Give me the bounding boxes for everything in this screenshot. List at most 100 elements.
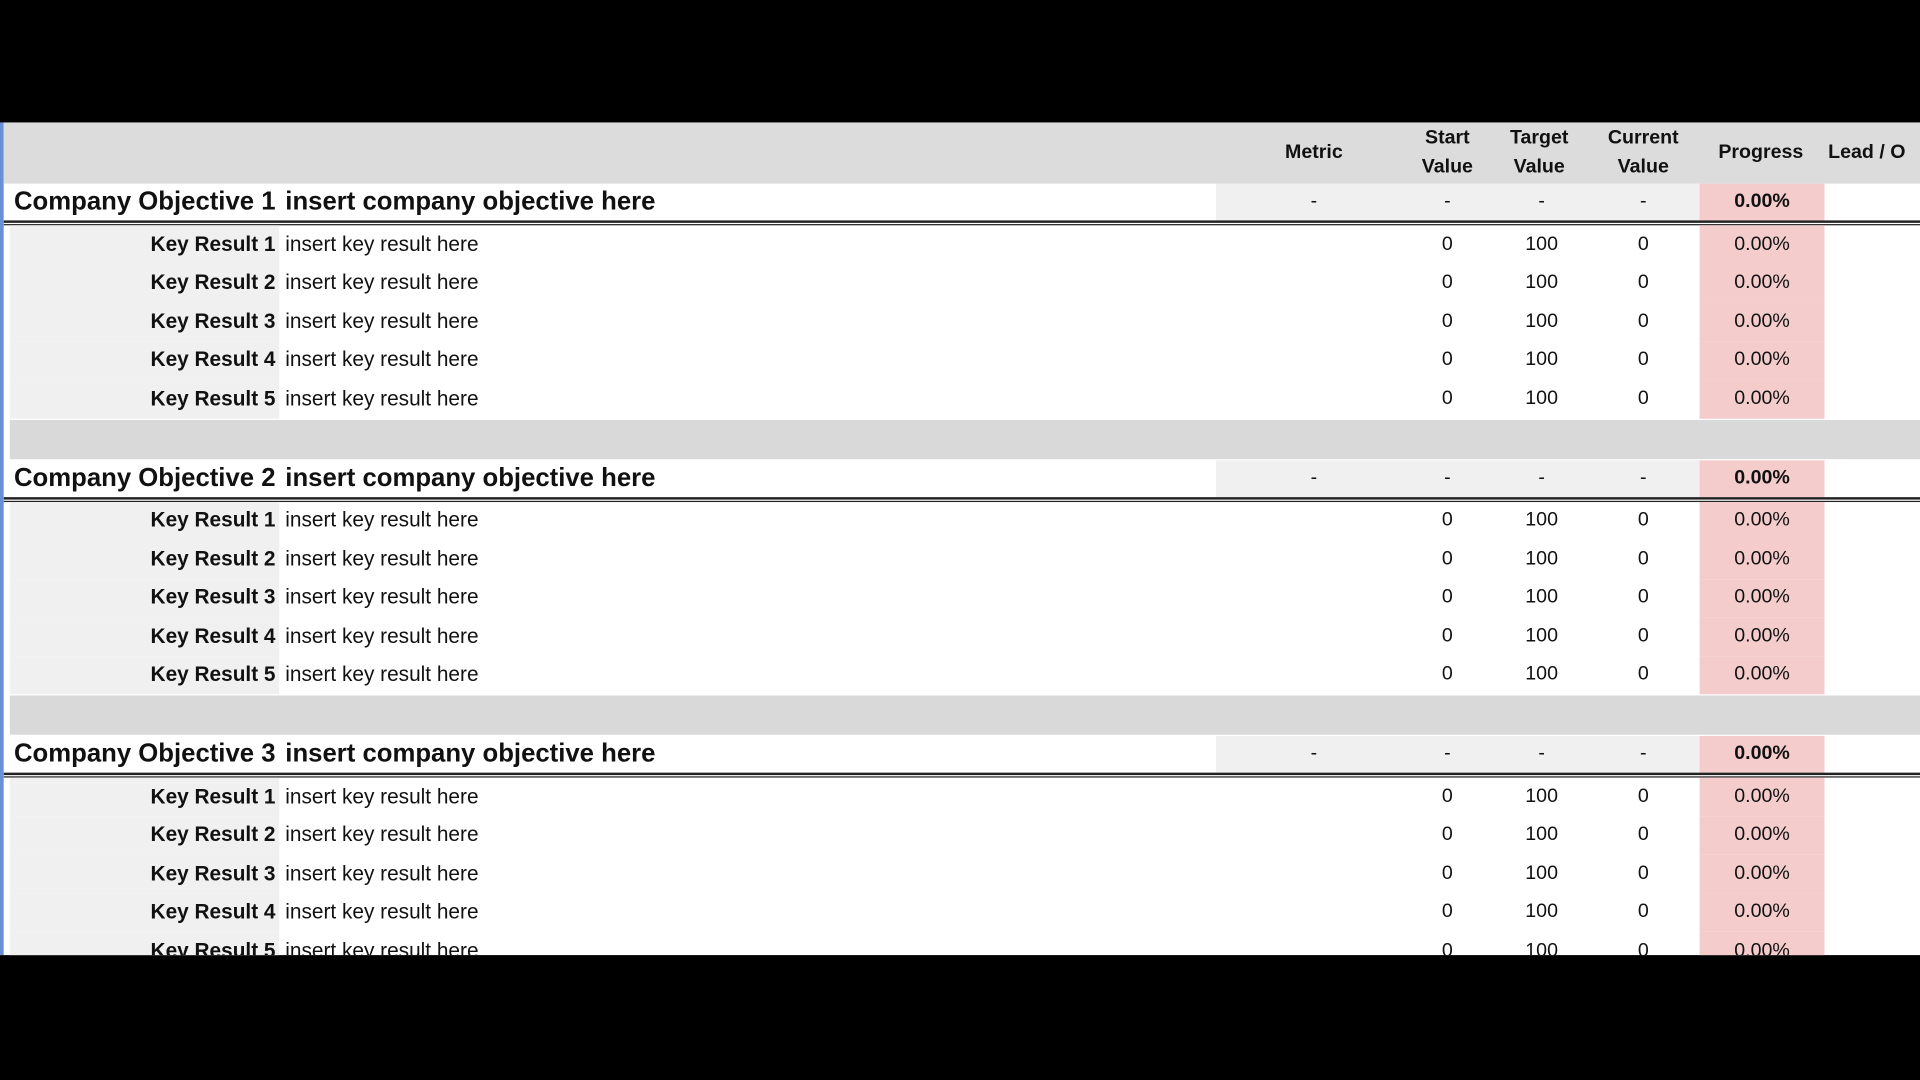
key-result-target: 100 (1525, 785, 1558, 807)
progress-bg (1699, 931, 1825, 956)
spacer-row (9, 419, 1920, 459)
key-result-current: 0 (1637, 548, 1649, 570)
key-result-start: 0 (1441, 901, 1453, 923)
key-result-progress: 0.00% (1734, 310, 1790, 332)
column-header: Target Value (1509, 127, 1569, 178)
key-result-start: 0 (1441, 663, 1453, 685)
key-result-target: 100 (1525, 625, 1558, 647)
key-result-target: 100 (1525, 509, 1558, 531)
key-result-text: insert key result here (285, 662, 479, 687)
key-result-label: Key Result 5 (150, 386, 276, 410)
key-result-target: 100 (1525, 310, 1558, 332)
objective-text: insert company objective here (285, 739, 656, 768)
key-result-label-bg (9, 341, 280, 380)
key-result-start: 0 (1441, 509, 1453, 531)
key-result-label: Key Result 3 (150, 861, 276, 886)
key-result-label-bg (9, 777, 280, 817)
progress-bg (1699, 302, 1825, 342)
progress-bg (1699, 617, 1825, 656)
key-result-label-bg (9, 225, 280, 264)
key-result-label: Key Result 2 (150, 270, 276, 295)
key-result-label-bg (9, 617, 280, 656)
key-result-current: 0 (1637, 625, 1649, 647)
objective-progress: 0.00% (1734, 743, 1790, 765)
key-result-label-bg (9, 655, 280, 695)
key-result-start: 0 (1441, 310, 1453, 332)
objective-divider (3, 496, 1920, 502)
key-result-text: insert key result here (285, 270, 479, 295)
key-result-label-bg (9, 379, 280, 419)
objective-metric: - (1310, 191, 1318, 212)
key-result-label: Key Result 3 (150, 309, 276, 333)
objective-label: Company Objective 2 (13, 463, 276, 492)
key-result-text: insert key result here (285, 784, 479, 808)
objective-current: - (1639, 743, 1647, 765)
key-result-text: insert key result here (285, 348, 479, 372)
key-result-current: 0 (1637, 349, 1649, 371)
key-result-label: Key Result 5 (150, 662, 276, 687)
key-result-target: 100 (1525, 586, 1558, 608)
key-result-current: 0 (1637, 310, 1649, 332)
objective-progress: 0.00% (1734, 467, 1790, 488)
key-result-label-bg (9, 893, 280, 932)
objective-current: - (1639, 467, 1647, 488)
progress-bg (1699, 655, 1825, 695)
progress-bg (1699, 501, 1825, 541)
progress-bg (1699, 183, 1825, 221)
column-header: Current Value (1607, 127, 1679, 178)
progress-bg (1699, 777, 1825, 817)
progress-bg (1699, 341, 1825, 380)
key-result-text: insert key result here (285, 585, 479, 609)
key-result-label-bg (9, 263, 280, 303)
key-result-label: Key Result 1 (150, 232, 276, 256)
key-result-label-bg (9, 931, 280, 956)
key-result-progress: 0.00% (1734, 940, 1790, 956)
key-result-current: 0 (1637, 824, 1649, 846)
key-result-progress: 0.00% (1734, 586, 1790, 608)
key-result-label: Key Result 5 (150, 938, 276, 956)
key-result-start: 0 (1441, 862, 1453, 884)
objective-target: - (1538, 743, 1545, 765)
progress-bg (1699, 379, 1825, 419)
key-result-label-bg (9, 501, 280, 541)
column-header: Lead / O (1828, 142, 1906, 163)
key-result-label-bg (9, 578, 280, 618)
key-result-current: 0 (1637, 901, 1649, 923)
objective-label: Company Objective 3 (13, 739, 276, 768)
key-result-current: 0 (1637, 272, 1649, 293)
key-result-start: 0 (1441, 824, 1453, 846)
key-result-start: 0 (1441, 625, 1453, 647)
objective-start: - (1444, 743, 1451, 765)
key-result-progress: 0.00% (1734, 387, 1790, 409)
key-result-label: Key Result 3 (150, 585, 276, 609)
objective-metric: - (1310, 743, 1318, 765)
key-result-text: insert key result here (285, 624, 479, 648)
key-result-target: 100 (1525, 349, 1558, 371)
key-result-label-bg (9, 540, 280, 579)
key-result-text: insert key result here (285, 900, 479, 924)
objective-target: - (1538, 191, 1545, 212)
key-result-start: 0 (1441, 387, 1453, 409)
objective-progress: 0.00% (1734, 191, 1790, 212)
key-result-progress: 0.00% (1734, 272, 1790, 293)
key-result-label: Key Result 1 (150, 784, 276, 808)
key-result-current: 0 (1637, 862, 1649, 884)
key-result-target: 100 (1525, 901, 1558, 923)
key-result-label-bg (9, 302, 280, 342)
objective-label: Company Objective 1 (13, 187, 276, 216)
objective-current: - (1639, 191, 1647, 212)
key-result-target: 100 (1525, 272, 1558, 293)
column-header: Progress (1718, 142, 1804, 163)
key-result-progress: 0.00% (1734, 625, 1790, 647)
key-result-progress: 0.00% (1734, 548, 1790, 570)
progress-bg (1699, 578, 1825, 618)
key-result-target: 100 (1525, 663, 1558, 685)
key-result-progress: 0.00% (1734, 349, 1790, 371)
key-result-target: 100 (1525, 940, 1558, 956)
key-result-progress: 0.00% (1734, 785, 1790, 807)
key-result-text: insert key result here (285, 547, 479, 571)
spreadsheet: Metric Start Value Target Value Current Val… (0, 122, 1920, 956)
objective-values-bg (1215, 735, 1700, 773)
objective-target: - (1538, 467, 1545, 488)
key-result-progress: 0.00% (1734, 663, 1790, 685)
